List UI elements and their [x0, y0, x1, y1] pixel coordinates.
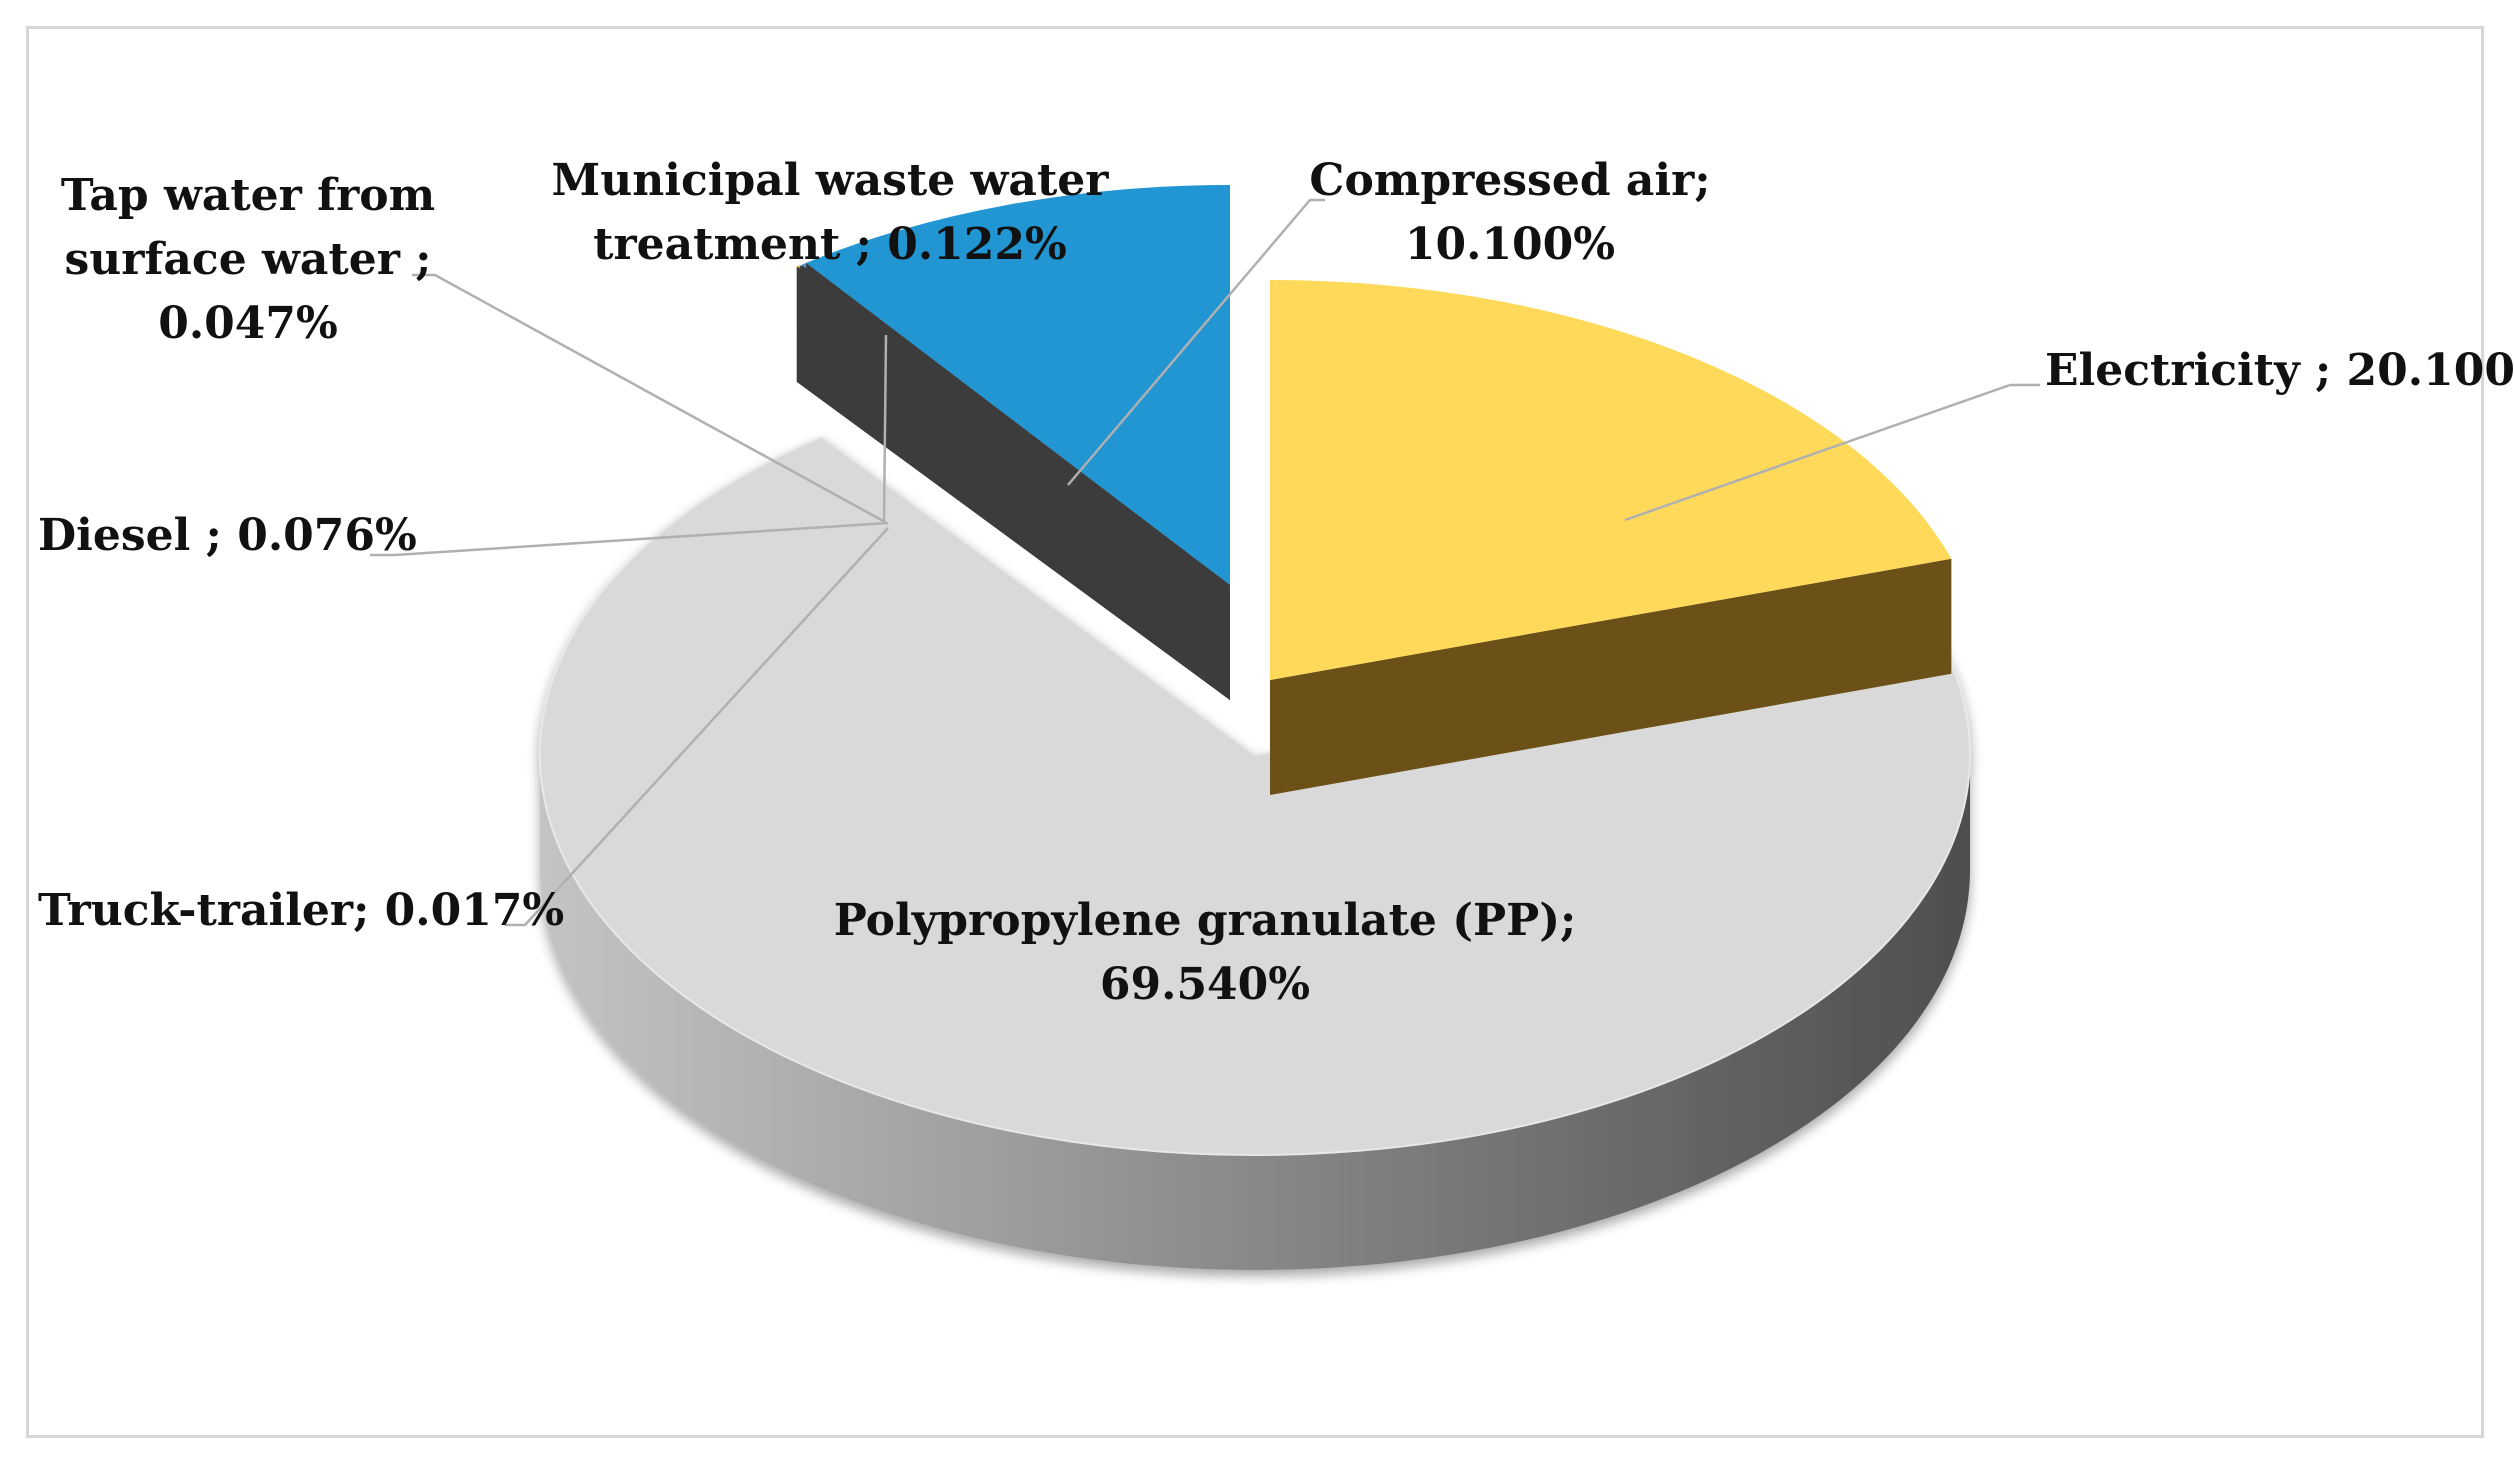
leader-line-2	[505, 527, 889, 927]
data-label-0: Electricity ; 20.100%	[2045, 345, 2514, 396]
data-label-3: Diesel ; 0.076%	[38, 510, 417, 561]
leader-line-6	[1067, 198, 1325, 486]
slice-wall-end-0	[1270, 558, 1952, 795]
leader-line-3	[370, 521, 889, 557]
pie-slice-0	[1270, 280, 1952, 795]
data-label-line: Tap water from	[61, 170, 435, 221]
data-label-1: Polypropylene granulate (PP); 69.540%	[834, 895, 1577, 1010]
data-label-line: Truck-trailer; 0.017%	[38, 885, 564, 936]
data-label-line: Electricity ; 20.100%	[2045, 345, 2514, 396]
data-label-line: surface water ;	[65, 234, 432, 285]
data-label-5: Municipal waste water treatment ; 0.122%	[552, 155, 1110, 270]
data-label-line: 10.100%	[1405, 219, 1615, 270]
data-label-6: Compressed air; 10.100%	[1309, 155, 1710, 270]
leader-line-5	[882, 334, 888, 523]
slice-top-0	[1270, 280, 1952, 680]
data-label-2: Truck-trailer; 0.017%	[38, 885, 564, 936]
data-label-line: Diesel ; 0.076%	[38, 510, 417, 561]
data-label-line: Polypropylene granulate (PP);	[834, 895, 1577, 946]
pie-slice-6	[806, 185, 1230, 700]
data-label-line: Compressed air;	[1309, 155, 1710, 206]
leader-line-0	[1624, 383, 2040, 522]
slice-side-1	[540, 755, 1970, 1270]
data-label-4: Tap water from surface water ; 0.047%	[61, 170, 435, 349]
data-label-line: treatment ; 0.122%	[593, 219, 1067, 270]
data-label-line: Municipal waste water	[552, 155, 1110, 206]
slice-top-6	[806, 185, 1230, 585]
data-label-line: 69.540%	[1100, 959, 1310, 1010]
leader-line-4	[412, 273, 886, 524]
data-label-line: 0.047%	[158, 298, 338, 349]
slice-top-1	[539, 435, 1971, 1156]
pie-slice-1	[539, 435, 1971, 1270]
slice-wall-start-6	[806, 262, 1230, 700]
